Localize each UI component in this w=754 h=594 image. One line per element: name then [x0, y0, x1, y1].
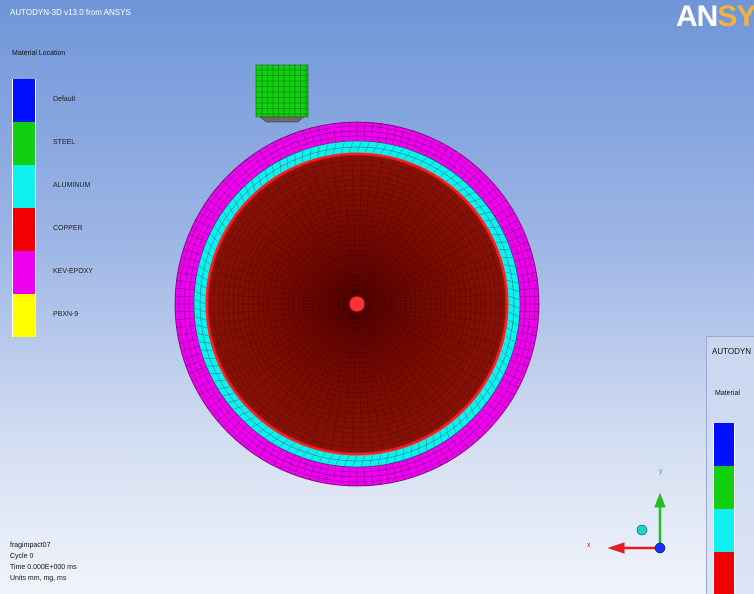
x-axis-arrowhead — [607, 542, 625, 554]
legend-label: Default — [53, 96, 76, 103]
side-legend-swatch — [713, 552, 735, 594]
legend-label: ALUMINUM — [53, 182, 91, 189]
side-legend-swatch — [713, 466, 735, 509]
target-cylinder[interactable] — [174, 121, 540, 487]
side-legend-title: Material — [715, 390, 740, 397]
legend-item: ALUMINUM — [12, 165, 112, 208]
z-axis-dot — [654, 542, 666, 554]
legend-label: STEEL — [53, 139, 76, 146]
ansys-logo: ANSYS — [676, 0, 754, 33]
x-axis-label: x — [587, 542, 591, 549]
legend-item: PBXN-9 — [12, 294, 112, 337]
projectile[interactable] — [255, 64, 309, 123]
legend-swatch — [12, 122, 36, 165]
legend-item: STEEL — [12, 122, 112, 165]
model-name: fragimpact07 — [10, 542, 51, 549]
legend-item: KEV-EPOXY — [12, 251, 112, 294]
legend-swatch — [12, 79, 36, 122]
secondary-view-panel[interactable]: AUTODYN Material — [706, 336, 754, 594]
app-title: AUTODYN-3D v13.0 from ANSYS — [10, 8, 131, 17]
side-legend-swatch — [713, 509, 735, 552]
info-block: fragimpact07 Cycle 0 Time 0.000E+000 ms … — [10, 540, 76, 584]
material-legend: Default STEEL ALUMINUM COPPER KEV-EPOXY PBXN-… — [12, 79, 112, 337]
y-axis-arrowhead — [654, 492, 666, 508]
legend-item: COPPER — [12, 208, 112, 251]
axis-triad: y x — [587, 468, 666, 554]
legend-title: Material Location — [12, 50, 66, 57]
legend-label: KEV-EPOXY — [53, 268, 94, 275]
legend-swatch — [12, 294, 36, 337]
cycle-readout: Cycle 0 — [10, 553, 34, 560]
legend-swatch — [12, 165, 36, 208]
side-legend-swatch — [713, 423, 735, 466]
legend-label: COPPER — [53, 225, 83, 232]
units-readout: Units mm, mg, ms — [10, 575, 67, 582]
legend-swatch — [12, 251, 36, 294]
legend-swatch — [12, 208, 36, 251]
side-panel-title: AUTODYN — [712, 347, 751, 356]
y-axis-label: y — [659, 468, 663, 475]
legend-item: Default — [12, 79, 112, 122]
time-readout: Time 0.000E+000 ms — [10, 564, 77, 571]
legend-label: PBXN-9 — [53, 311, 79, 318]
